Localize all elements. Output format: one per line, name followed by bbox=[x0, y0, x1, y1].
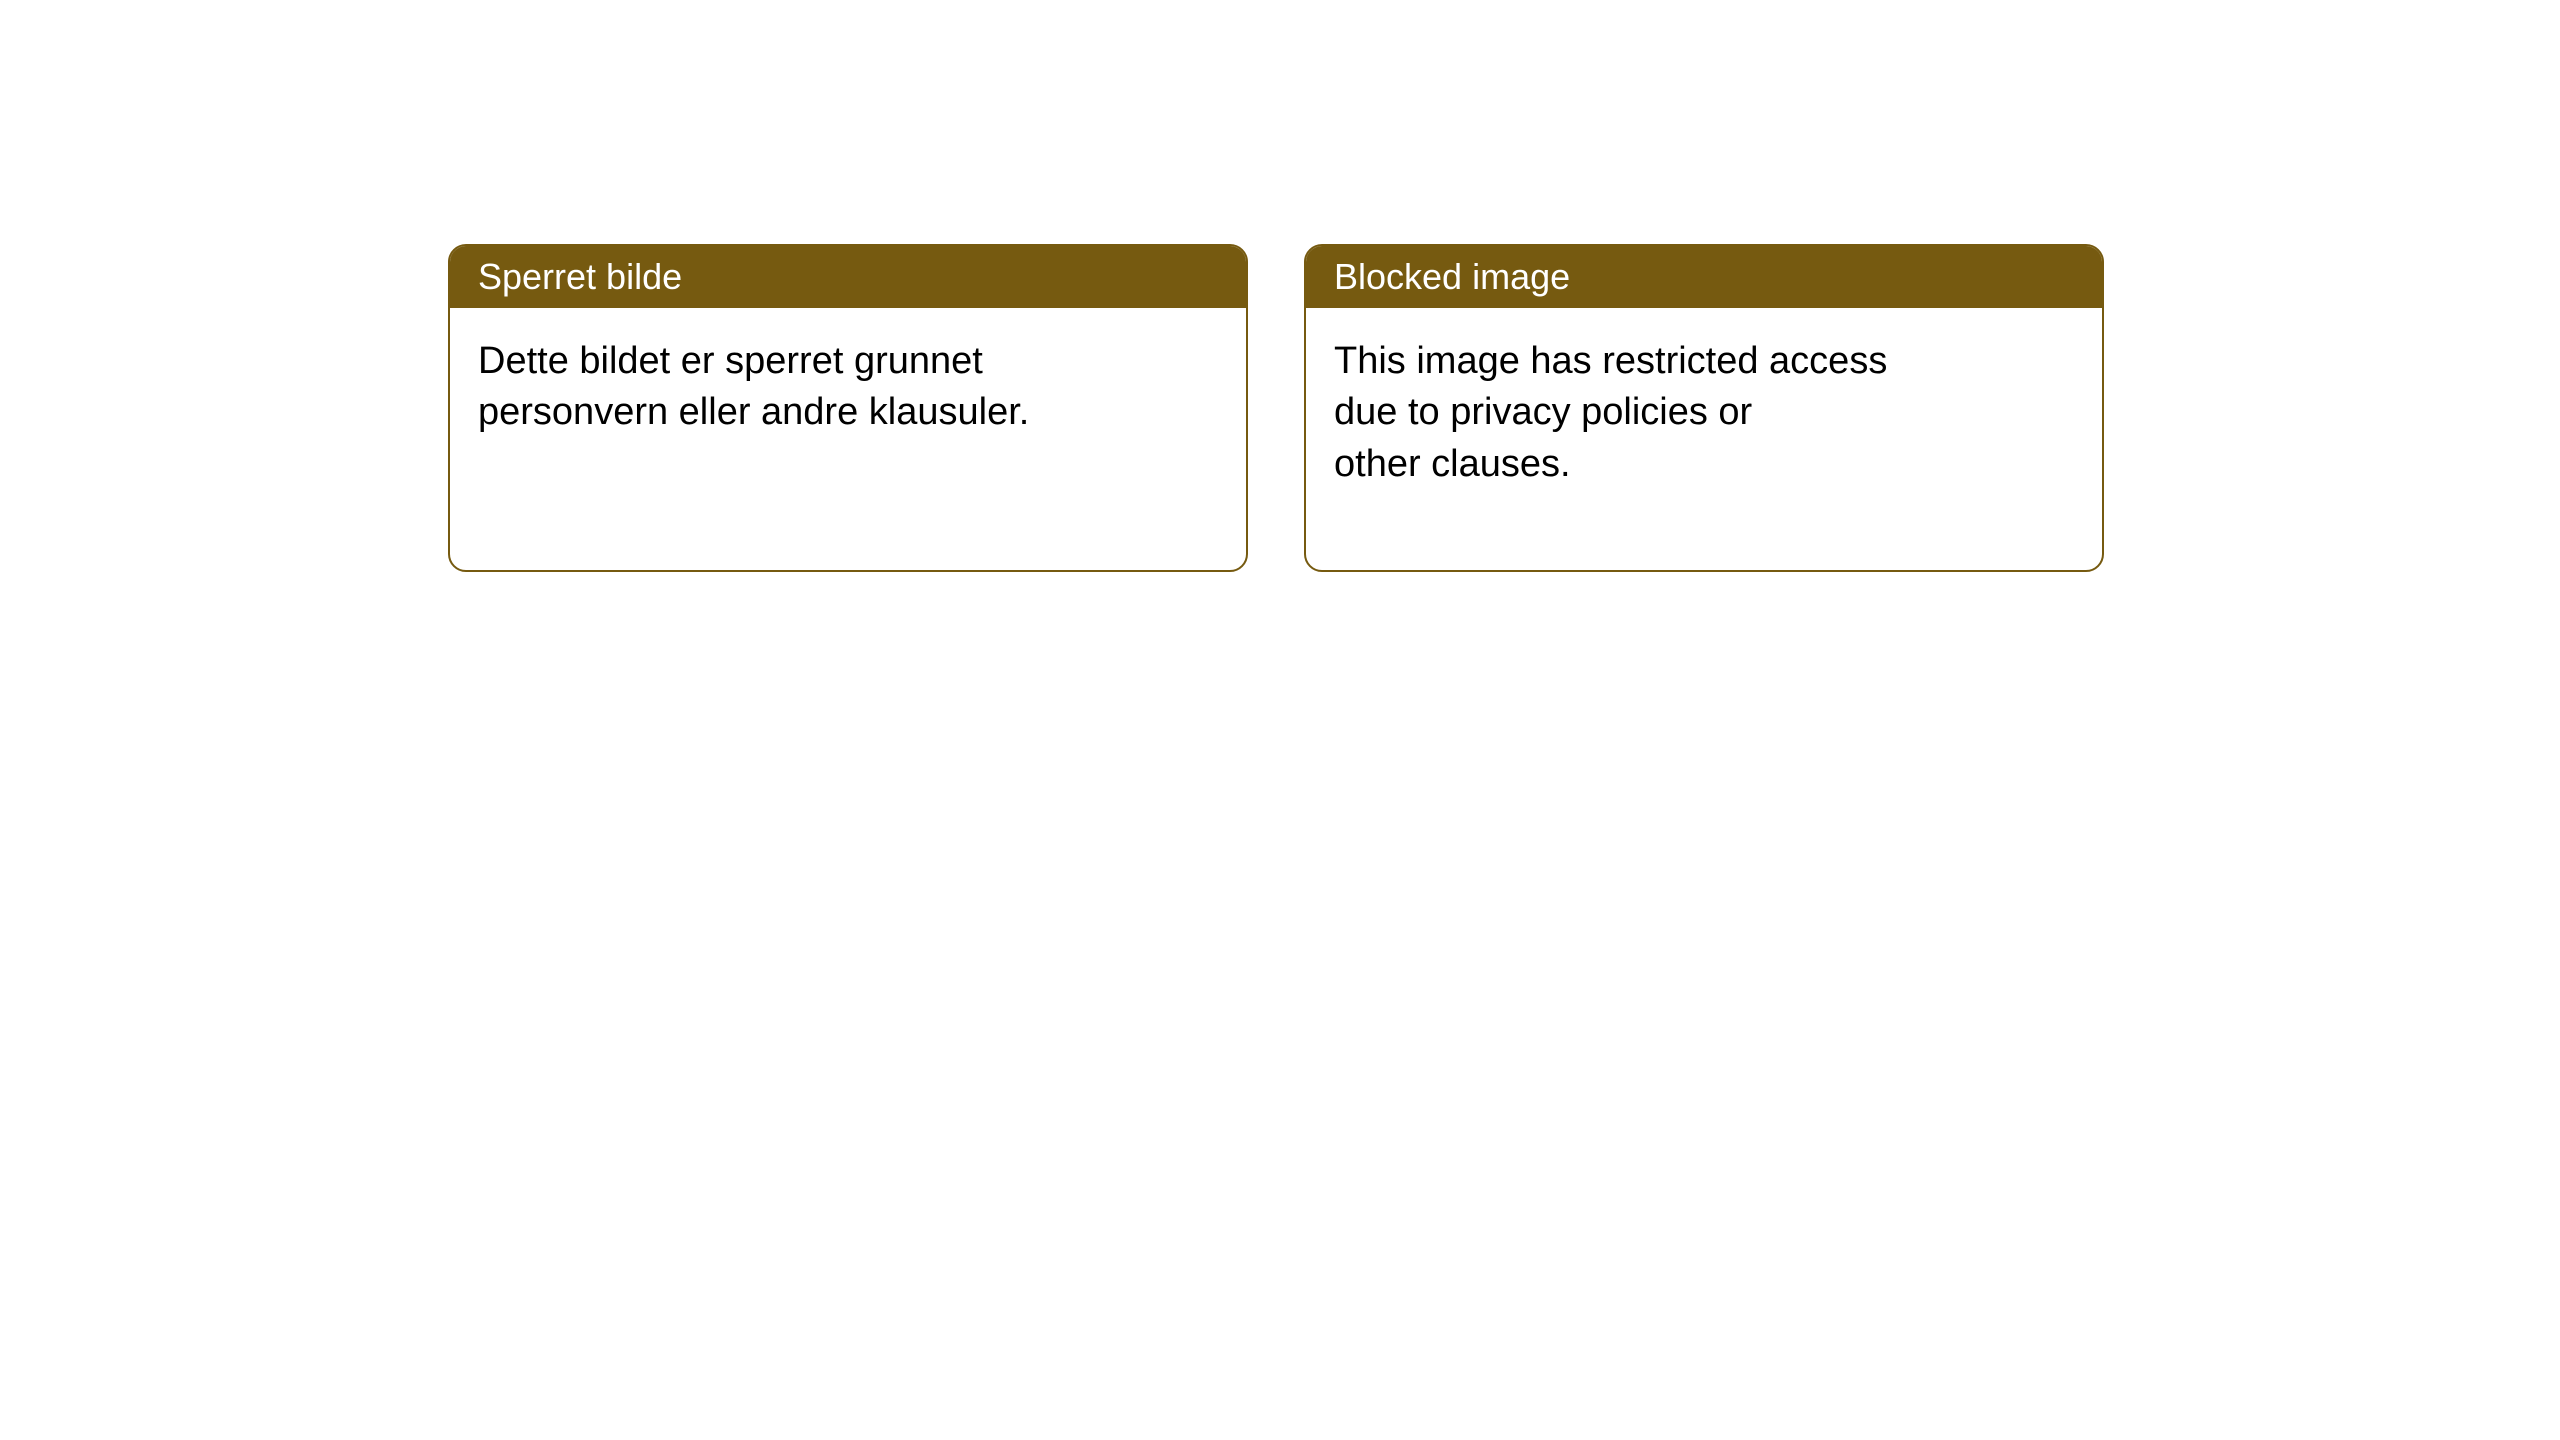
notice-container: Sperret bilde Dette bildet er sperret gr… bbox=[448, 244, 2104, 572]
notice-header-norwegian: Sperret bilde bbox=[450, 246, 1246, 308]
notice-body-english: This image has restricted access due to … bbox=[1306, 308, 2102, 570]
notice-card-norwegian: Sperret bilde Dette bildet er sperret gr… bbox=[448, 244, 1248, 572]
notice-body-norwegian: Dette bildet er sperret grunnet personve… bbox=[450, 308, 1246, 519]
notice-header-english: Blocked image bbox=[1306, 246, 2102, 308]
notice-card-english: Blocked image This image has restricted … bbox=[1304, 244, 2104, 572]
